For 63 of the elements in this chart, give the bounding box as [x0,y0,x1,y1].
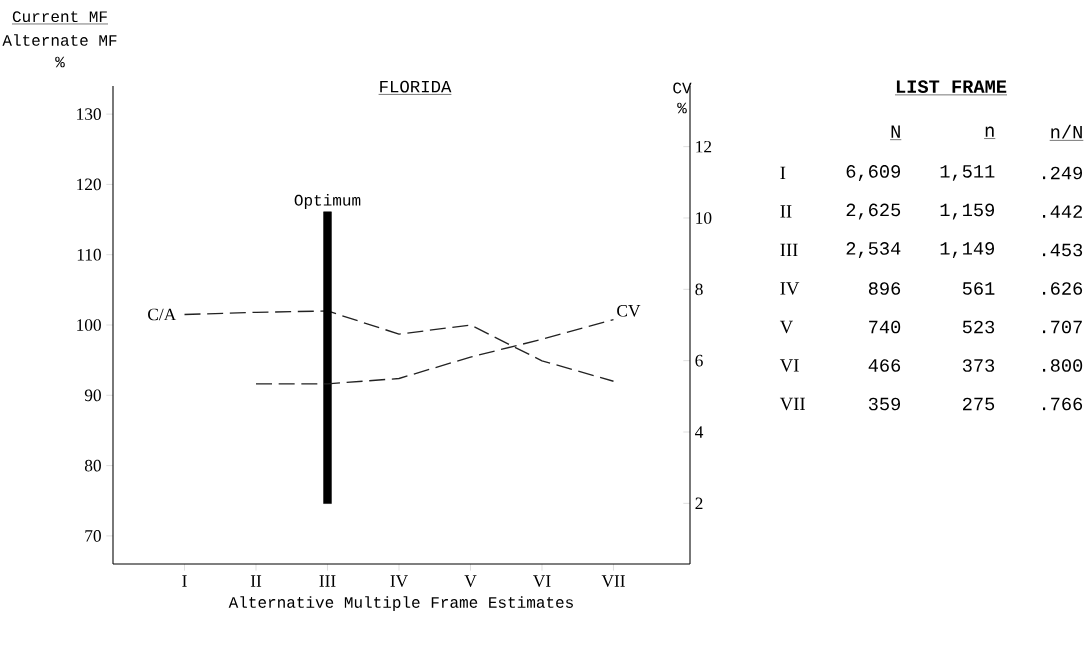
x-tick-label: IV [390,575,408,587]
category-label: III [780,243,798,257]
annotation: % [677,102,687,114]
text: 561 [962,282,995,295]
category-label: VII [779,397,805,411]
y2-axis-title: CV [673,82,692,94]
text: .453 [1043,243,1083,257]
text: % [55,56,65,68]
y-tick-label: 70 [85,530,101,542]
category-label: V [779,320,793,334]
category-label: n/N [1051,124,1082,139]
category-label: n [985,126,994,137]
category-label: I [780,166,786,180]
text: .800 [1043,359,1083,372]
category-label: II [780,205,792,218]
category-label: N [891,125,900,138]
x-tick-label: VI [533,575,551,587]
text: .766 [1043,397,1083,411]
x-tick-label: III [319,575,336,587]
text: .442 [1043,205,1082,218]
text: 359 [868,397,901,411]
text: .249 [1043,166,1083,180]
y2-tick-label: 10 [696,212,712,224]
category-label: VI [779,359,799,372]
y-tick-label: 90 [84,389,101,402]
y-tick-label: 100 [77,319,101,331]
text: Alternate MF [2,34,117,46]
text: .626 [1043,282,1083,295]
x-axis-title: Alternative Multiple Frame Estimates [228,596,573,612]
y-tick-label: 110 [77,248,101,261]
text: 740 [869,320,901,334]
text: 523 [962,320,995,334]
y2-tick-label: 4 [695,426,704,438]
text: 1,149 [940,242,994,258]
text: 275 [963,397,995,411]
y2-tick-label: 2 [695,497,703,510]
x-tick-label: V [464,575,477,587]
text: 896 [868,282,901,295]
category-label: IV [780,282,800,295]
chart-title: FLORIDA [380,80,452,93]
text: 2,534 [846,242,901,258]
x-tick-label: VII [601,575,625,587]
y2-tick-label: 8 [695,283,703,296]
text: LIST FRAME [896,80,1007,93]
text: 1,511 [940,165,995,181]
text: 6,609 [846,165,900,181]
text: .707 [1043,320,1082,334]
text: 2,625 [846,203,901,220]
text: 1,159 [940,203,994,220]
x-tick-label: II [250,575,262,587]
y2-tick-label: 12 [696,140,712,153]
y2-tick-label: 6 [695,354,703,367]
y-tick-label: 80 [84,459,101,472]
text: 466 [868,359,901,372]
y-axis-title: Current MF [12,11,107,23]
x-tick-label: I [182,575,187,587]
series-label: CV [617,304,641,317]
y-tick-label: 120 [77,178,101,191]
series-label: C/A [148,308,177,321]
y-tick-label: 130 [77,108,101,120]
text: 373 [962,359,995,372]
line-series [183,310,615,382]
series-label: Optimum [294,193,361,209]
